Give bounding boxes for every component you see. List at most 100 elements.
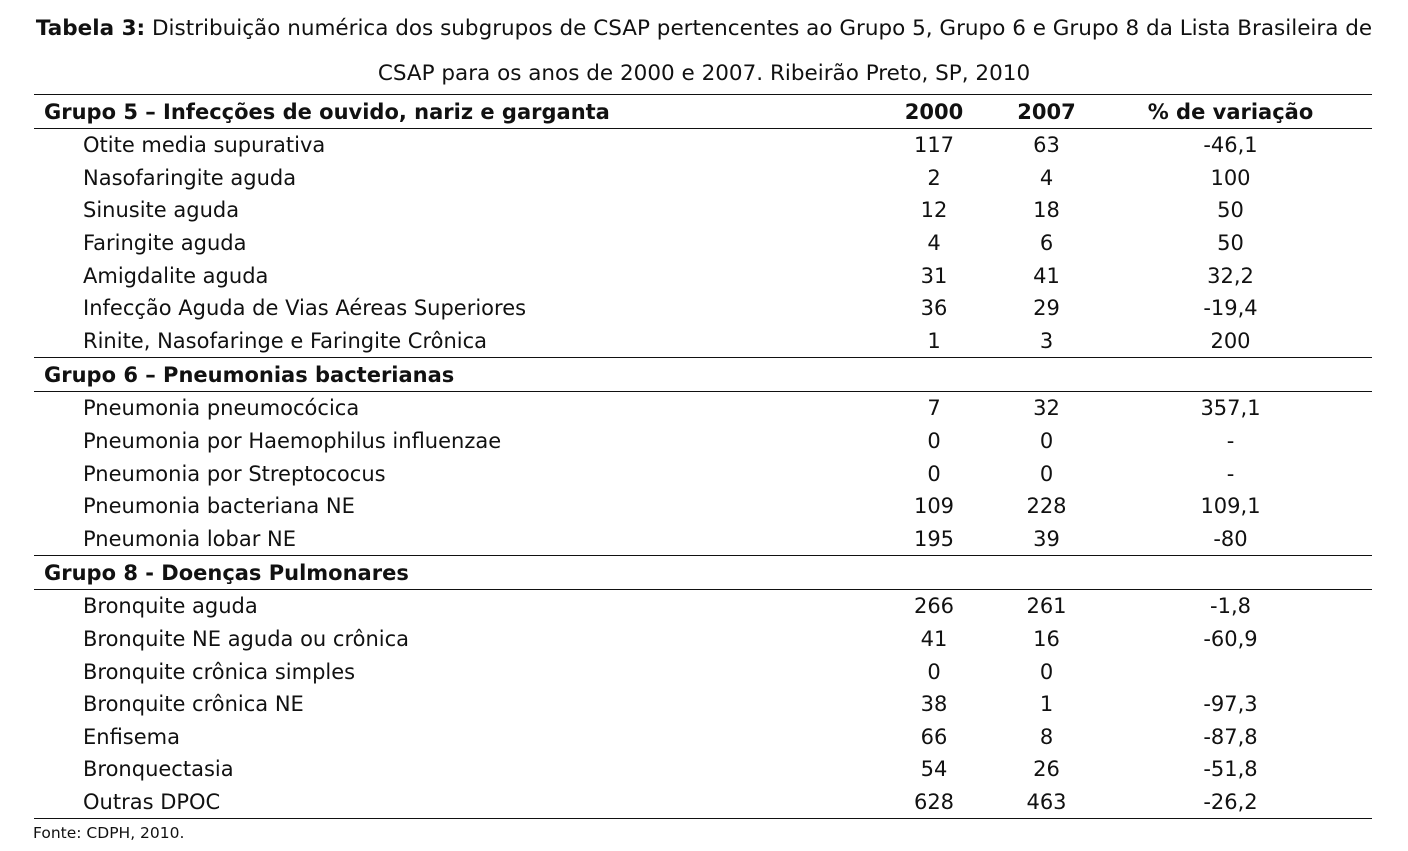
- row-name: Pneumonia pneumocócica: [83, 396, 360, 421]
- value-2007: 1: [1039, 692, 1054, 717]
- table-row: Bronquite crônica NE 38 1 -97,3: [34, 688, 1372, 721]
- data-table: Grupo 5 – Infecções de ouvido, nariz e g…: [34, 94, 1372, 820]
- row-name: Pneumonia por Haemophilus influenzae: [83, 429, 502, 454]
- row-name: Sinusite aguda: [83, 198, 240, 223]
- value-2007: 32: [1033, 396, 1060, 421]
- table-row: Bronquectasia 54 26 -51,8: [34, 753, 1372, 786]
- table-row: Faringite aguda 4 6 50: [34, 227, 1372, 260]
- row-name: Pneumonia lobar NE: [83, 526, 296, 551]
- value-2000: 38: [920, 692, 948, 717]
- table-row: Nasofaringite aguda 2 4 100: [34, 162, 1372, 195]
- row-name: Bronquite crônica simples: [83, 659, 356, 684]
- value-2000: 2: [927, 165, 941, 190]
- value-2000: 4: [927, 231, 941, 256]
- value-variation: -97,3: [1203, 692, 1258, 717]
- table-row: Otite media supurativa 117 63 -46,1: [34, 129, 1372, 162]
- value-2007: 463: [1004, 785, 1089, 820]
- value-2000: 12: [920, 198, 948, 223]
- value-variation: -: [1226, 429, 1235, 454]
- value-variation: -80: [1213, 526, 1248, 551]
- group6-header-row: Grupo 6 – Pneumonias bacterianas: [34, 357, 1372, 393]
- value-variation: 32,2: [1207, 263, 1254, 288]
- group8-title: Grupo 8 - Doenças Pulmonares: [34, 555, 1372, 591]
- value-2007: 0: [1039, 659, 1054, 684]
- value-variation: -46,1: [1203, 133, 1258, 158]
- table-row: Rinite, Nasofaringe e Faringite Crônica 1…: [34, 325, 1372, 358]
- value-variation: -87,8: [1203, 724, 1258, 749]
- table-row: Sinusite aguda 12 18 50: [34, 194, 1372, 227]
- value-variation: 357,1: [1200, 396, 1261, 421]
- header-2000: 2000: [864, 94, 1004, 129]
- table-caption: Tabela 3: Distribuição numérica dos subg…: [30, 6, 1378, 96]
- value-variation: -1,8: [1210, 594, 1251, 619]
- value-variation: [1089, 655, 1372, 688]
- table-row: Pneumonia pneumocócica 7 32 357,1: [34, 392, 1372, 425]
- table-row: Pneumonia bacteriana NE 109 228 109,1: [34, 490, 1372, 523]
- value-2007: 261: [1026, 594, 1067, 619]
- value-2007: 6: [1039, 231, 1054, 256]
- group5-title: Grupo 5 – Infecções de ouvido, nariz e g…: [34, 94, 864, 129]
- value-2000: 36: [920, 296, 948, 321]
- group6-title: Grupo 6 – Pneumonias bacterianas: [34, 357, 1372, 393]
- value-2007: 26: [1033, 757, 1060, 782]
- table-row: Bronquite aguda 266 261 -1,8: [34, 590, 1372, 623]
- caption-text: Distribuição numérica dos subgrupos de C…: [151, 16, 1373, 86]
- value-2000: 0: [927, 461, 941, 486]
- value-variation: -60,9: [1203, 627, 1258, 652]
- table-row: Outras DPOC 628 463 -26,2: [34, 785, 1372, 820]
- value-2000: 66: [920, 724, 948, 749]
- value-variation: 50: [1217, 231, 1244, 256]
- value-2007: 3: [1039, 328, 1054, 353]
- value-2007: 0: [1039, 429, 1054, 454]
- row-name: Amigdalite aguda: [83, 263, 269, 288]
- value-2000: 109: [913, 494, 955, 519]
- group8-header-row: Grupo 8 - Doenças Pulmonares: [34, 555, 1372, 591]
- table-row: Infecção Aguda de Vias Aéreas Superiores…: [34, 292, 1372, 325]
- value-2000: 1: [927, 328, 941, 353]
- table-row: Pneumonia por Haemophilus influenzae 0 0 -: [34, 425, 1372, 458]
- table-row: Enfisema 66 8 -87,8: [34, 721, 1372, 754]
- value-2007: 228: [1026, 494, 1067, 519]
- row-name: Enfisema: [83, 724, 180, 749]
- value-2007: 63: [1033, 133, 1060, 158]
- row-name: Bronquite aguda: [83, 594, 258, 619]
- value-variation: 200: [1210, 328, 1251, 353]
- value-variation: 50: [1217, 198, 1244, 223]
- value-2000: 0: [927, 429, 941, 454]
- header-2007: 2007: [1004, 94, 1089, 129]
- row-name: Outras DPOC: [34, 785, 864, 820]
- row-name: Rinite, Nasofaringe e Faringite Crônica: [83, 328, 488, 353]
- value-2000: 41: [920, 627, 948, 652]
- row-name: Infecção Aguda de Vias Aéreas Superiores: [83, 296, 527, 321]
- table-row: Pneumonia por Streptococus 0 0 -: [34, 457, 1372, 490]
- value-2000: 7: [927, 396, 941, 421]
- value-2007: 29: [1033, 296, 1060, 321]
- row-name: Otite media supurativa: [83, 133, 326, 158]
- value-2000: 117: [913, 133, 955, 158]
- value-variation: -51,8: [1203, 757, 1258, 782]
- value-variation: 100: [1210, 165, 1251, 190]
- value-2007: 0: [1039, 461, 1054, 486]
- row-name: Bronquectasia: [83, 757, 234, 782]
- value-2007: 39: [1033, 526, 1060, 551]
- table-header-row: Grupo 5 – Infecções de ouvido, nariz e g…: [34, 94, 1372, 129]
- value-2000: 31: [920, 263, 948, 288]
- table-row: Amigdalite aguda 31 41 32,2: [34, 259, 1372, 292]
- value-2007: 4: [1039, 165, 1054, 190]
- value-2007: 8: [1039, 724, 1054, 749]
- row-name: Nasofaringite aguda: [83, 165, 297, 190]
- value-2000: 628: [864, 785, 1004, 820]
- value-2000: 266: [913, 594, 955, 619]
- value-2007: 16: [1033, 627, 1060, 652]
- value-2000: 0: [927, 659, 941, 684]
- value-variation: -: [1226, 461, 1235, 486]
- table-row: Pneumonia lobar NE 195 39 -80: [34, 523, 1372, 556]
- value-2000: 195: [913, 526, 955, 551]
- row-name: Faringite aguda: [83, 231, 247, 256]
- value-variation: 109,1: [1200, 494, 1261, 519]
- source-note: Fonte: CDPH, 2010.: [33, 824, 185, 842]
- value-2007: 41: [1033, 263, 1060, 288]
- value-variation: -19,4: [1203, 296, 1258, 321]
- row-name: Pneumonia por Streptococus: [83, 461, 386, 486]
- header-variation: % de variação: [1089, 94, 1372, 129]
